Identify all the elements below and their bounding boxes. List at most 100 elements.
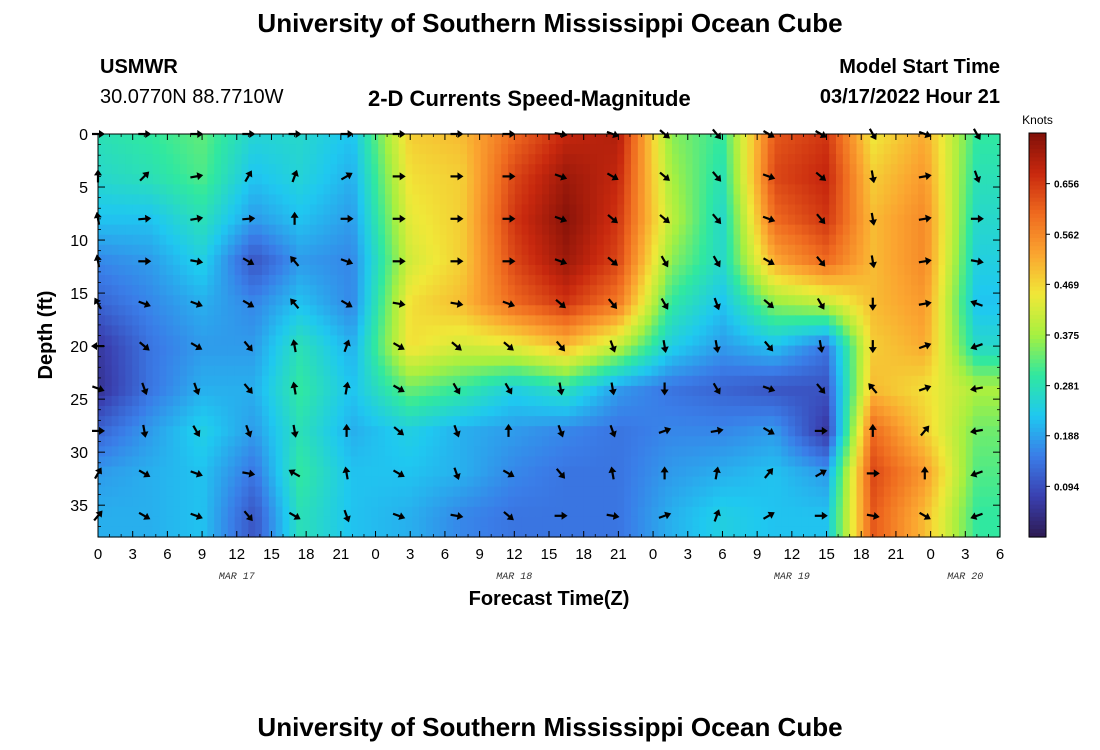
heat-cell — [699, 234, 707, 246]
heat-cell — [911, 456, 919, 468]
heat-cell — [173, 506, 181, 518]
heat-cell — [781, 345, 789, 357]
heat-cell — [535, 325, 543, 337]
heat-cell — [760, 154, 769, 165]
heat-cell — [275, 244, 284, 256]
heat-cell — [918, 254, 926, 266]
heat-cell — [111, 325, 120, 337]
heat-cell — [808, 375, 817, 387]
heat-cell — [412, 164, 420, 175]
heat-cell — [309, 325, 318, 337]
heat-cell — [501, 234, 509, 246]
heat-cell — [439, 285, 448, 296]
heat-cell — [596, 194, 605, 206]
heat-cell — [965, 456, 974, 468]
heat-cell — [945, 466, 953, 478]
heat-cell — [760, 446, 769, 457]
heat-cell — [391, 184, 400, 196]
heat-cell — [193, 194, 202, 206]
heat-cell — [986, 476, 994, 488]
heat-cell — [364, 134, 372, 145]
heat-cell — [173, 224, 181, 236]
heat-cell — [788, 325, 796, 337]
heat-cell — [897, 456, 905, 468]
heat-cell — [637, 254, 646, 266]
heat-cell — [678, 305, 687, 316]
heat-cell — [651, 466, 659, 478]
heat-cell — [870, 275, 878, 286]
heat-cell — [159, 335, 167, 347]
heat-cell — [774, 506, 782, 518]
heat-cell — [883, 476, 892, 488]
heat-cell — [139, 244, 147, 256]
heat-cell — [774, 164, 782, 175]
heat-cell — [890, 496, 899, 508]
heat-cell — [378, 154, 386, 165]
heat-cell — [227, 395, 236, 407]
heat-cell — [262, 134, 270, 145]
heat-cell — [637, 496, 646, 508]
heat-cell — [842, 214, 851, 226]
heat-cell — [658, 416, 666, 427]
heat-cell — [132, 506, 140, 518]
heat-cell — [173, 275, 181, 286]
heat-cell — [637, 456, 646, 468]
heat-cell — [637, 436, 646, 447]
heat-cell — [159, 295, 167, 306]
heat-cell — [248, 496, 256, 508]
heat-cell — [965, 224, 974, 236]
heat-cell — [152, 496, 161, 508]
heat-cell — [836, 436, 844, 447]
heat-cell — [583, 345, 591, 357]
heat-cell — [631, 365, 639, 377]
heat-cell — [118, 345, 126, 357]
heat-cell — [111, 134, 120, 145]
heat-cell — [111, 315, 120, 327]
heat-cell — [549, 506, 557, 518]
heat-cell — [309, 416, 318, 427]
heat-cell — [145, 264, 154, 276]
heat-cell — [637, 506, 646, 518]
heat-cell — [268, 164, 277, 175]
heat-cell — [808, 134, 817, 145]
heat-cell — [562, 335, 571, 347]
heat-cell — [405, 416, 413, 427]
heat-cell — [528, 436, 536, 447]
heat-cell — [173, 234, 181, 246]
heat-cell — [938, 184, 946, 196]
heat-cell — [316, 164, 325, 175]
heat-cell — [555, 436, 564, 447]
heat-cell — [241, 144, 249, 155]
heat-cell — [583, 496, 591, 508]
heat-cell — [426, 446, 434, 457]
heat-cell — [152, 144, 161, 155]
heat-cell — [678, 234, 687, 246]
heat-cell — [993, 496, 1001, 508]
heat-cell — [808, 154, 817, 165]
heat-cell — [132, 446, 140, 457]
heat-cell — [289, 456, 297, 468]
heat-cell — [426, 406, 434, 417]
heat-cell — [836, 154, 844, 165]
heat-cell — [904, 375, 912, 387]
heat-cell — [446, 154, 454, 165]
heat-cell — [904, 164, 912, 175]
heat-cell — [931, 174, 940, 185]
heat-cell — [412, 416, 420, 427]
heat-cell — [446, 506, 454, 518]
heat-cell — [296, 244, 304, 256]
heat-cell — [767, 204, 776, 216]
heat-cell — [391, 395, 400, 407]
heat-cell — [904, 295, 912, 306]
heat-cell — [282, 506, 290, 518]
heat-cell — [733, 295, 741, 306]
heat-cell — [480, 264, 489, 276]
heat-cell — [439, 365, 448, 377]
heat-cell — [330, 174, 338, 185]
heat-cell — [897, 436, 905, 447]
heat-cell — [268, 285, 277, 296]
heat-cell — [316, 456, 325, 468]
heat-cell — [98, 174, 106, 185]
heat-cell — [938, 436, 946, 447]
heat-cell — [453, 224, 461, 236]
